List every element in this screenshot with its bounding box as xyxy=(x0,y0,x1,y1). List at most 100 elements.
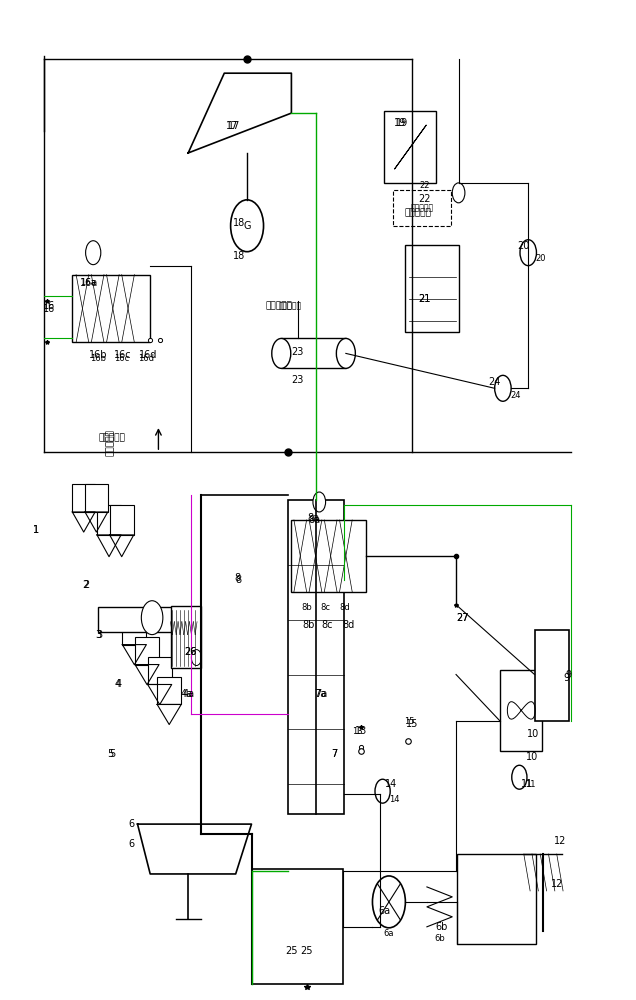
Text: 16a: 16a xyxy=(80,278,98,288)
Text: 17: 17 xyxy=(226,121,238,131)
Text: 6: 6 xyxy=(128,839,134,849)
Text: 去窑头风机: 去窑头风机 xyxy=(106,429,115,456)
Text: 8d: 8d xyxy=(340,603,350,612)
Text: 8c: 8c xyxy=(322,620,333,630)
Text: 18: 18 xyxy=(233,251,245,261)
Text: 5: 5 xyxy=(107,749,113,759)
Text: 8d: 8d xyxy=(342,620,354,630)
Text: 16: 16 xyxy=(43,304,55,314)
Text: 3: 3 xyxy=(95,630,101,640)
Text: G: G xyxy=(244,221,251,231)
Text: 26: 26 xyxy=(184,647,197,657)
Bar xyxy=(171,606,202,668)
Circle shape xyxy=(141,601,163,635)
Text: 6b: 6b xyxy=(435,922,448,932)
Circle shape xyxy=(375,779,391,803)
Text: 5: 5 xyxy=(109,749,115,759)
Text: 6b: 6b xyxy=(434,934,445,943)
Text: 11: 11 xyxy=(521,779,533,789)
Text: 20: 20 xyxy=(518,241,530,251)
Text: 17: 17 xyxy=(228,121,240,131)
Circle shape xyxy=(512,765,527,789)
Circle shape xyxy=(452,183,465,203)
Bar xyxy=(501,670,541,751)
Text: 8: 8 xyxy=(235,573,240,583)
Text: 16a: 16a xyxy=(80,278,95,287)
Bar xyxy=(98,607,183,632)
Text: 8c: 8c xyxy=(321,603,331,612)
Text: 1: 1 xyxy=(33,525,39,535)
Text: 27: 27 xyxy=(456,613,469,623)
Circle shape xyxy=(191,650,202,666)
Bar xyxy=(157,677,181,704)
Text: 9: 9 xyxy=(563,673,570,683)
Text: 16c: 16c xyxy=(114,350,132,360)
Text: 7a: 7a xyxy=(315,689,328,699)
Circle shape xyxy=(231,200,263,252)
Text: 4a: 4a xyxy=(182,689,194,699)
Text: 7: 7 xyxy=(331,749,337,759)
Text: 19: 19 xyxy=(396,118,408,128)
Text: 13: 13 xyxy=(352,727,363,736)
Text: 2: 2 xyxy=(84,580,90,590)
Bar xyxy=(281,338,346,368)
Bar xyxy=(291,520,366,592)
Text: 19: 19 xyxy=(394,118,406,128)
Text: 1: 1 xyxy=(33,525,39,535)
Bar xyxy=(457,854,536,944)
Text: 14: 14 xyxy=(385,779,397,789)
Text: 4: 4 xyxy=(114,679,120,689)
Text: 23: 23 xyxy=(291,375,304,385)
Bar xyxy=(135,637,159,665)
Bar xyxy=(535,630,569,721)
Text: 8b: 8b xyxy=(302,603,313,612)
Text: 供辅助设备: 供辅助设备 xyxy=(404,208,431,217)
Text: 4: 4 xyxy=(116,679,121,689)
Text: 16b: 16b xyxy=(90,354,106,363)
Text: 26: 26 xyxy=(184,647,197,657)
Circle shape xyxy=(495,375,511,401)
Text: 8b: 8b xyxy=(302,620,315,630)
Text: 锅炉补给水: 锅炉补给水 xyxy=(265,301,292,310)
Text: 4a: 4a xyxy=(181,689,193,699)
Text: 8a: 8a xyxy=(308,515,321,525)
Bar xyxy=(251,869,343,984)
Text: 12: 12 xyxy=(554,836,566,846)
Text: 3: 3 xyxy=(97,630,102,640)
Text: 25: 25 xyxy=(300,946,313,956)
Text: 7a: 7a xyxy=(314,689,326,699)
Text: 8a: 8a xyxy=(307,513,320,523)
Text: 6a: 6a xyxy=(378,906,391,916)
Circle shape xyxy=(313,492,326,512)
Bar xyxy=(73,484,95,512)
Bar xyxy=(73,275,149,342)
Bar xyxy=(392,190,451,226)
Text: 24: 24 xyxy=(488,377,501,387)
Bar xyxy=(288,500,344,814)
Text: 13: 13 xyxy=(355,726,367,736)
Text: 22: 22 xyxy=(418,194,431,204)
Text: 供辅助设备: 供辅助设备 xyxy=(410,203,433,212)
Bar xyxy=(122,617,146,645)
Circle shape xyxy=(373,876,405,928)
Text: 18: 18 xyxy=(233,218,245,228)
Text: 24: 24 xyxy=(510,391,521,400)
Text: 15: 15 xyxy=(406,719,418,729)
Text: 9: 9 xyxy=(565,670,571,680)
Text: 12: 12 xyxy=(551,879,563,889)
Bar xyxy=(85,484,107,512)
Circle shape xyxy=(86,241,100,265)
Text: 2: 2 xyxy=(82,580,88,590)
Bar xyxy=(385,111,436,183)
Text: 8: 8 xyxy=(236,575,242,585)
Circle shape xyxy=(520,240,536,266)
Text: 25: 25 xyxy=(285,946,298,956)
Text: 6: 6 xyxy=(128,819,134,829)
Bar xyxy=(97,505,121,535)
Bar xyxy=(148,657,172,684)
Text: 10: 10 xyxy=(526,752,538,762)
Text: 16b: 16b xyxy=(89,350,107,360)
Text: 15: 15 xyxy=(404,717,415,726)
Text: 27: 27 xyxy=(456,613,469,623)
Bar xyxy=(405,245,459,332)
